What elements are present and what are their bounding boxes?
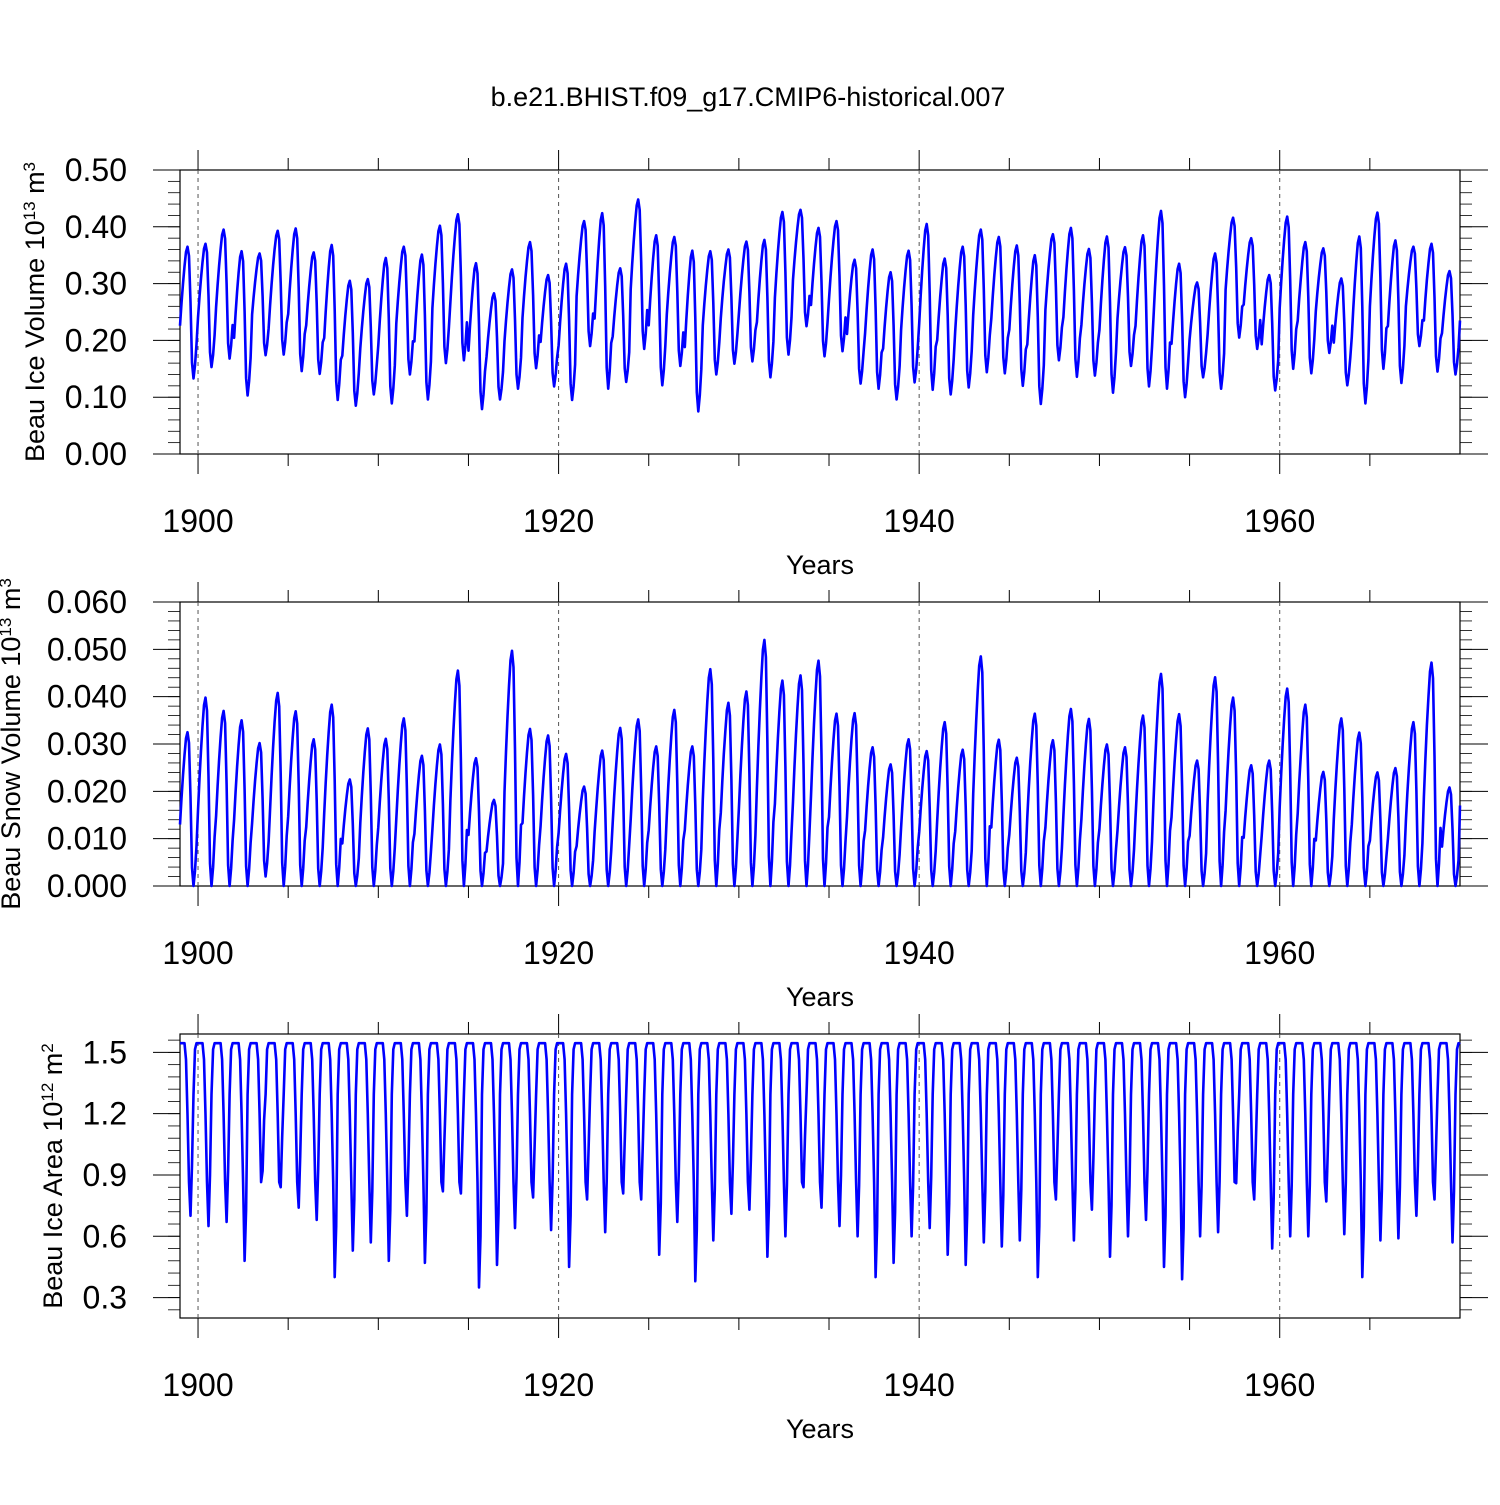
x-tick-label: 1900 — [162, 503, 233, 539]
y-tick-label: 1.5 — [83, 1034, 127, 1070]
x-axis-title-2: Years — [786, 982, 854, 1012]
x-tick-label: 1900 — [162, 1367, 233, 1403]
figure-title: b.e21.BHIST.f09_g17.CMIP6-historical.007 — [491, 82, 1006, 112]
y-tick-label: 0.040 — [47, 679, 127, 715]
x-tick-label: 1920 — [523, 503, 594, 539]
y-axis-title-2: Beau Snow Volume 1013 m3 — [0, 578, 26, 910]
y-tick-label: 0.00 — [65, 436, 127, 472]
series-line-beau-ice-area — [180, 1041, 1461, 1289]
x-tick-label: 1920 — [523, 1367, 594, 1403]
y-tick-label: 0.20 — [65, 322, 127, 358]
plot-frame-3 — [179, 1033, 1461, 1319]
x-axis-title-1: Years — [786, 550, 854, 580]
x-tick-label: 1960 — [1244, 935, 1315, 971]
x-tick-label: 1920 — [523, 935, 594, 971]
y-tick-label: 0.40 — [65, 209, 127, 245]
x-tick-label: 1900 — [162, 935, 233, 971]
y-tick-label: 0.010 — [47, 821, 127, 857]
y-tick-label: 0.030 — [47, 726, 127, 762]
x-tick-label: 1940 — [884, 503, 955, 539]
y-tick-label: 0.30 — [65, 266, 127, 302]
y-tick-label: 0.50 — [65, 152, 127, 188]
y-tick-label: 0.10 — [65, 379, 127, 415]
y-axis-title-1: Beau Ice Volume 1013 m3 — [20, 162, 51, 462]
y-tick-label: 0.6 — [83, 1218, 127, 1254]
x-tick-label: 1940 — [884, 1367, 955, 1403]
y-tick-label: 0.050 — [47, 631, 127, 667]
y-tick-label: 1.2 — [83, 1096, 127, 1132]
plot-frame-1 — [179, 169, 1461, 455]
y-tick-label: 0.060 — [47, 584, 127, 620]
series-line-beau-snow-volume — [178, 638, 1462, 888]
y-tick-label: 0.3 — [83, 1280, 127, 1316]
x-tick-label: 1960 — [1244, 1367, 1315, 1403]
y-tick-label: 0.020 — [47, 773, 127, 809]
y-axis-title-3: Beau Ice Area 1012 m2 — [38, 1043, 69, 1309]
series-line-beau-ice-volume — [178, 198, 1462, 413]
x-axis-title-3: Years — [786, 1414, 854, 1444]
y-tick-label: 0.000 — [47, 868, 127, 904]
y-tick-label: 0.9 — [83, 1157, 127, 1193]
x-tick-label: 1940 — [884, 935, 955, 971]
x-tick-label: 1960 — [1244, 503, 1315, 539]
